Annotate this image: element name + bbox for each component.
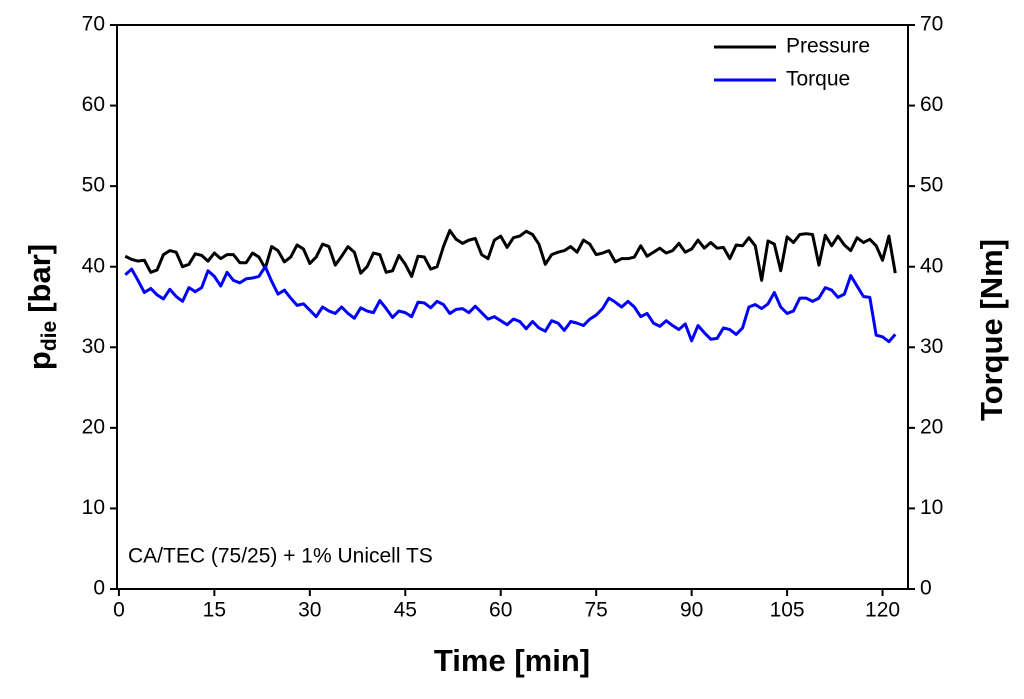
y-axis-title: pdie [bar] [22, 244, 60, 370]
x-tick-label: 45 [394, 599, 417, 622]
y2-tick-label: 50 [920, 174, 943, 197]
y-tick-label: 40 [82, 254, 105, 277]
y-tick-label: 0 [93, 577, 105, 600]
x-tick-label: 75 [585, 599, 608, 622]
series-line [124, 228, 897, 282]
y-tick-label: 50 [82, 174, 105, 197]
x-tick-label: 90 [680, 599, 703, 622]
annotation: CA/TEC (75/25) + 1% Unicell TS [128, 545, 433, 568]
series-line [124, 265, 897, 344]
y2-tick-label: 10 [920, 496, 943, 519]
y-axis-title-main: p [22, 351, 57, 370]
y2-tick-label: 70 [920, 13, 943, 36]
legend-label: Pressure [786, 35, 870, 58]
y-tick-label: 60 [82, 93, 105, 116]
y-axis-title-unit: [bar] [22, 244, 57, 313]
y2-tick-label: 60 [920, 93, 943, 116]
y-tick-label: 30 [82, 335, 105, 358]
y2-tick-label: 40 [920, 254, 943, 277]
x-tick-label: 0 [113, 599, 125, 622]
y2-tick-label: 30 [920, 335, 943, 358]
x-tick-label: 15 [203, 599, 226, 622]
x-tick-label: 30 [298, 599, 321, 622]
y-tick-label: 20 [82, 415, 105, 438]
y-tick-label: 10 [82, 496, 105, 519]
x-tick-label: 120 [865, 599, 900, 622]
y-tick-label: 70 [82, 13, 105, 36]
legend-label: Torque [786, 68, 850, 91]
x-tick-label: 60 [489, 599, 512, 622]
y-axis-title-sub: die [38, 321, 61, 351]
y2-axis-title: Torque [Nm] [974, 239, 1009, 421]
y2-tick-label: 0 [920, 577, 932, 600]
y2-tick-label: 20 [920, 415, 943, 438]
plot-frame [116, 24, 909, 590]
x-tick-label: 105 [770, 599, 805, 622]
x-axis-title: Time [min] [434, 643, 590, 678]
